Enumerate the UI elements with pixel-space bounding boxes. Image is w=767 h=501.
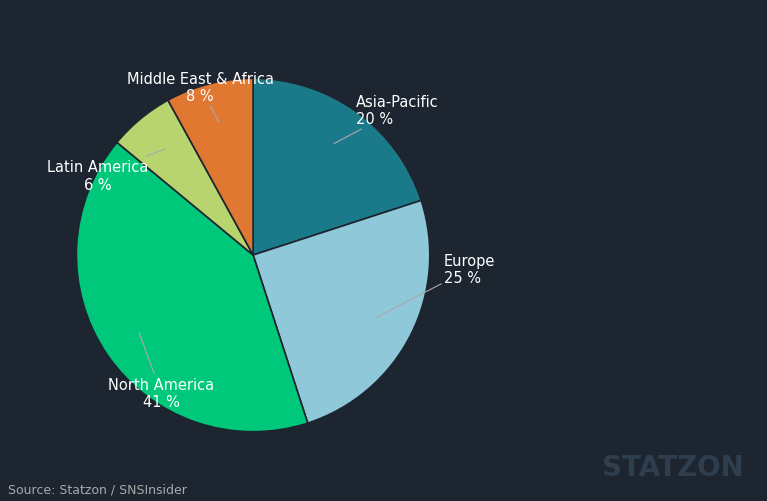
Text: North America
41 %: North America 41 % [108, 333, 214, 409]
Text: Source: Statzon / SNSInsider: Source: Statzon / SNSInsider [8, 483, 186, 496]
Wedge shape [253, 79, 421, 256]
Text: Latin America
6 %: Latin America 6 % [47, 149, 165, 192]
Wedge shape [117, 101, 253, 256]
Text: Middle East & Africa
8 %: Middle East & Africa 8 % [127, 72, 274, 122]
Wedge shape [253, 201, 430, 423]
Wedge shape [77, 143, 308, 432]
Text: STATZON: STATZON [602, 453, 744, 481]
Text: Europe
25 %: Europe 25 % [376, 254, 495, 318]
Text: Asia-Pacific
20 %: Asia-Pacific 20 % [334, 95, 439, 144]
Wedge shape [168, 79, 253, 256]
